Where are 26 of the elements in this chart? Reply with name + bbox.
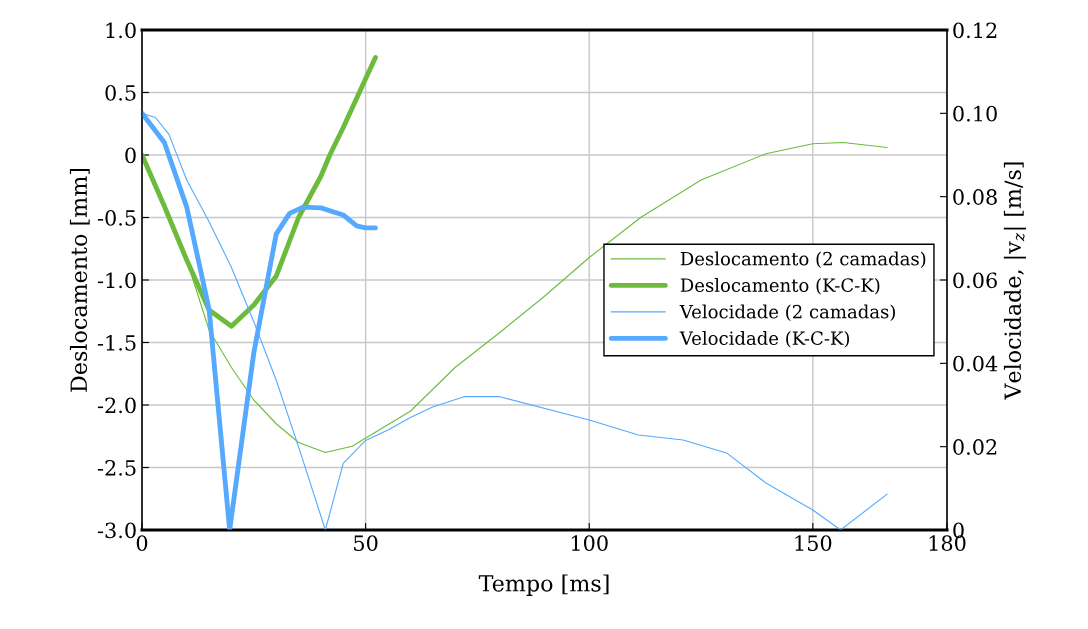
y-tick-label: 1.0	[106, 22, 136, 39]
y-tick-label: -3.0	[97, 522, 136, 539]
legend-label: Velocidade (K-C-K)	[679, 331, 850, 348]
y-tick-label: -1.5	[97, 334, 136, 351]
legend-label: Deslocamento (K-C-K)	[680, 278, 880, 295]
y2-tick-label: 0.08	[953, 189, 997, 205]
y-tick-label: 0.5	[105, 84, 136, 101]
y2-tick-label: 0.02	[953, 439, 997, 455]
y2-axis-title: Velocidade, |v$_{z}$| [m/s]	[1003, 162, 1027, 400]
y2-tick-label: 0.10	[953, 105, 997, 122]
y-tick-label: 0	[125, 147, 136, 164]
x-tick-label: 100	[571, 535, 608, 551]
y2-tick-label: 0.12	[953, 22, 997, 39]
y2-tick-label: 0.06	[953, 272, 997, 289]
x-tick-label: 0	[136, 535, 148, 551]
legend-label: Velocidade (2 camadas)	[679, 304, 895, 322]
x-axis-title: Tempo [ms]	[478, 574, 609, 596]
legend-label: Deslocamento (2 camadas)	[680, 251, 926, 269]
y-tick-label: -1.0	[97, 272, 136, 289]
y-tick-label: -2.0	[97, 397, 136, 414]
y-axis-title: Deslocamento [mm]	[69, 168, 90, 392]
y2-tick-label: 0.04	[953, 355, 998, 372]
y-tick-label: -2.5	[97, 459, 136, 476]
y-tick-label: -0.5	[97, 209, 136, 226]
x-tick-label: 150	[795, 535, 832, 551]
x-tick-label: 50	[354, 535, 378, 551]
